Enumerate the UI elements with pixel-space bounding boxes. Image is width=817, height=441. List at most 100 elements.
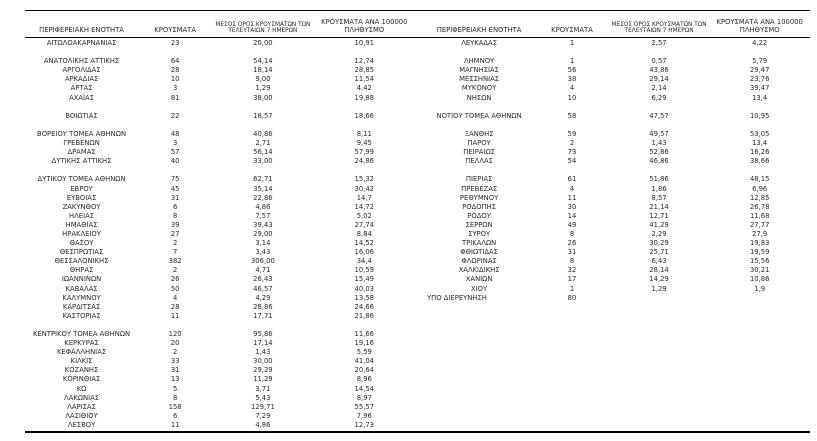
cases-cell: 8 [569,257,575,266]
table-row: ΘΑΣΟΥ 2 3,14 14,52 [25,239,415,248]
region-cell: ΘΕΣΣΑΛΟΝΙΚΗΣ [54,257,109,266]
avg7-cell: 4,71 [255,266,271,275]
region-cell: ΙΩΑΝΝΙΝΩΝ [61,275,102,284]
region-cell: ΧΑΝΙΩΝ [465,275,493,284]
table-row: ΠΕΛΛΑΣ 54 46,86 38,66 [423,157,810,166]
table-row: ΡΕΘΥΜΝΟΥ 11 8,57 12,85 [423,194,810,203]
table-row: ΜΕΣΣΗΝΙΑΣ 38 29,14 23,76 [423,75,810,84]
cases-cell: 4 [172,293,178,302]
per100k-cell: 11,66 [354,330,375,338]
region-cell: ΚΕΡΚΥΡΑΣ [64,339,99,348]
cases-cell: 382 [168,257,182,266]
cases-cell: 75 [170,175,180,184]
cases-cell: 54 [567,157,577,166]
cases-cell: 49 [567,220,577,229]
region-cell: ΛΕΣΒΟΥ [67,420,96,429]
per100k-cell [709,294,810,303]
per100k-cell: 16,06 [354,248,375,257]
cases-cell: 7 [172,248,178,257]
avg7-cell: 40,86 [253,129,273,138]
table-row: ΧΑΛΚΙΔΙΚΗΣ 32 28,14 30,21 [423,266,810,275]
avg7-cell: 6,29 [651,93,667,102]
per100k-cell: 19,59 [749,248,770,257]
cases-cell: 26 [170,275,180,284]
cases-cell: 32 [567,266,577,275]
avg7-cell: 6,43 [651,257,667,266]
per100k-cell: 24,86 [354,157,375,166]
per100k-cell: 19,16 [354,339,375,348]
table-left-half: ΠΕΡΙΦΕΡΕΙΑΚΗ ΕΝΟΤΗΤΑ ΚΡΟΥΣΜΑΤΑ ΜΕΣΟΣ ΟΡΟ… [25,11,415,430]
avg7-cell: 4,86 [255,202,271,211]
region-cell: ΑΝΑΤΟΛΙΚΗΣ ΑΤΤΙΚΗΣ [43,57,120,66]
region-cell: ΘΗΡΑΣ [69,266,94,275]
cases-cell: 2 [172,348,178,357]
region-cell: ΚΙΛΚΙΣ [70,357,93,366]
spacer-row [423,166,810,175]
table-row: ΤΡΙΚΑΛΩΝ 26 30,29 19,83 [423,239,810,248]
cases-cell: 6 [172,411,178,420]
per100k-cell: 11,54 [354,75,375,84]
table-row: ΚΑΒΑΛΑΣ 50 46,57 40,03 [25,285,415,294]
table-row: ΛΕΣΒΟΥ 11 4,86 12,73 [25,421,415,430]
table-row: ΚΟΖΑΝΗΣ 31 29,29 20,64 [25,366,415,375]
region-cell: ΝΟΤΙΟΥ ΤΟΜΕΑ ΑΘΗΝΩΝ [436,111,522,120]
per100k-cell: 57,99 [354,148,375,157]
spacer-row [423,48,810,57]
avg7-cell: 7,29 [255,411,271,420]
region-cell: ΜΥΚΟΝΟΥ [461,84,497,93]
avg7-cell: 14,29 [649,275,669,284]
avg7-cell: 20,00 [253,39,273,47]
cases-cell: 10 [170,75,180,84]
cases-cell: 26 [567,239,577,248]
per100k-cell: 10,91 [354,39,375,47]
per100k-cell: 10,86 [749,275,770,284]
table-row: ΗΡΑΚΛΕΙΟΥ 27 29,00 8,84 [25,230,415,239]
avg7-cell: 39,43 [253,220,273,229]
per100k-cell: 15,56 [749,257,770,266]
per100k-cell: 9,45 [356,139,372,148]
per100k-cell: 6,96 [752,184,768,193]
region-cell: ΕΥΒΟΙΑΣ [66,193,97,202]
avg7-cell: 4,29 [255,293,271,302]
region-cell: ΒΟΙΩΤΙΑΣ [65,111,98,120]
table-row: ΘΕΣΣΑΛΟΝΙΚΗΣ 382 306,00 34,4 [25,257,415,266]
per100k-cell: 7,96 [356,411,372,420]
cases-cell: 31 [170,366,180,375]
table-row: ΔΡΑΜΑΣ 57 56,14 57,99 [25,148,415,157]
header-row: ΠΕΡΙΦΕΡΕΙΑΚΗ ΕΝΟΤΗΤΑ ΚΡΟΥΣΜΑΤΑ ΜΕΣΟΣ ΟΡΟ… [423,11,810,37]
per100k-cell: 13,58 [354,293,375,302]
region-cell: ΚΕΝΤΡΙΚΟΥ ΤΟΜΕΑ ΑΘΗΝΩΝ [32,330,131,338]
column-header-avg7: ΜΕΣΟΣ ΟΡΟΣ ΚΡΟΥΣΜΑΤΩΝ ΤΩΝ ΤΕΛΕΥΤΑΙΩΝ 7 Η… [611,21,707,35]
per100k-cell: 8,97 [356,393,372,402]
table-row: ΔΥΤΙΚΗΣ ΑΤΤΙΚΗΣ 40 33,00 24,86 [25,157,415,166]
region-cell: ΖΑΚΥΝΘΟΥ [62,202,101,211]
table-row: ΘΕΣΠΡΩΤΙΑΣ 7 3,43 16,06 [25,248,415,257]
per100k-cell: 5,59 [356,348,372,357]
avg7-cell: 22,86 [253,193,273,202]
avg7-cell: 3,71 [255,384,271,393]
region-cell: ΛΗΜΝΟΥ [464,57,495,66]
cases-cell: 10 [567,93,577,102]
cases-table-right: ΠΕΡΙΦΕΡΕΙΑΚΗ ΕΝΟΤΗΤΑ ΚΡΟΥΣΜΑΤΑ ΜΕΣΟΣ ΟΡΟ… [423,11,810,303]
table-row: ΚΑΡΔΙΤΣΑΣ 28 28,86 24,66 [25,303,415,312]
table-row: ΑΡΓΟΛΙΔΑΣ 28 18,14 28,85 [25,66,415,75]
region-cell: ΔΥΤΙΚΗΣ ΑΤΤΙΚΗΣ [51,157,112,166]
cases-cell: 39 [170,220,180,229]
region-cell: ΠΑΡΟΥ [467,139,491,148]
table-row: ΚΟΡΙΝΘΙΑΣ 13 11,29 8,96 [25,375,415,384]
per100k-cell: 40,03 [354,284,375,293]
cases-cell: 59 [567,129,577,138]
cases-cell: 3 [172,139,178,148]
region-cell: ΠΙΕΡΙΑΣ [465,175,493,184]
avg7-cell: 8,57 [651,193,667,202]
cases-cell: 56 [567,66,577,75]
table-row: ΧΙΟΥ 1 1,29 1,9 [423,285,810,294]
table-row: ΠΕΙΡΑΙΩΣ 73 52,86 16,26 [423,148,810,157]
avg7-cell: 18,14 [253,66,273,75]
region-cell: ΜΑΓΝΗΣΙΑΣ [459,66,499,75]
region-cell: ΚΑΛΥΜΝΟΥ [62,293,101,302]
table-row: ΔΥΤΙΚΟΥ ΤΟΜΕΑ ΑΘΗΝΩΝ 75 62,71 15,32 [25,175,415,184]
region-cell: ΕΒΡΟΥ [70,184,93,193]
table-row: ΑΝΑΤΟΛΙΚΗΣ ΑΤΤΙΚΗΣ 64 54,14 12,74 [25,57,415,66]
per100k-cell: 27,74 [354,220,375,229]
